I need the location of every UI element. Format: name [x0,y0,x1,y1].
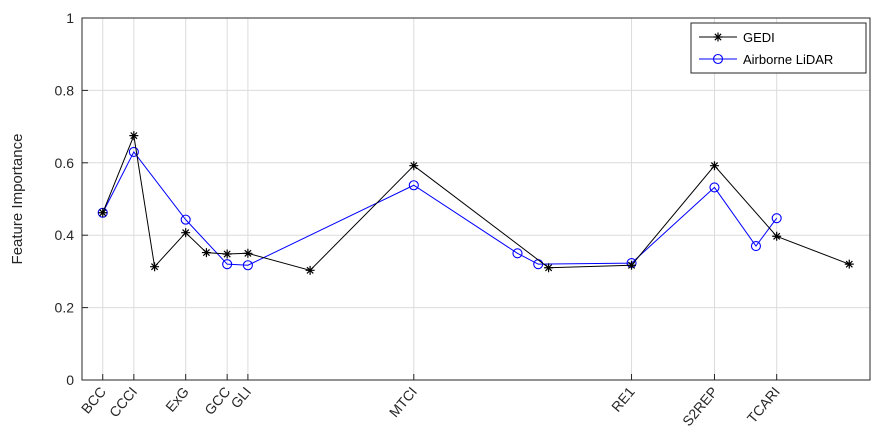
series-line-airborne-lidar [102,151,778,266]
data-point-gedi [627,260,637,270]
y-tick-label: 1 [66,10,74,26]
data-point-airborne-lidar [709,182,720,193]
data-point-airborne-lidar [128,146,139,157]
data-point-gedi [305,265,315,275]
legend-marker [712,53,724,65]
y-tick-label: 0.8 [55,82,75,98]
y-tick-label: 0.4 [55,227,75,243]
y-axis-label: Feature Importance [9,134,26,265]
y-axis: 0 0.2 0.4 0.6 0.8 1 [55,10,88,388]
legend-entry-airborne-lidar: Airborne LiDAR [699,52,833,67]
data-point-airborne-lidar [512,248,523,259]
axes-box [81,17,871,381]
x-tick-label: CCCI [106,384,140,421]
data-point-airborne-lidar [222,259,233,270]
legend-box [690,22,867,74]
legend-entry-gedi: GEDI [699,30,775,45]
data-point-airborne-lidar [771,213,782,224]
data-point-gedi [844,259,854,269]
data-point-gedi [129,131,139,141]
data-point-gedi [98,208,108,218]
series-layer [97,131,854,275]
x-tick-label: MTCI [386,384,420,420]
x-tick-label: RE1 [608,383,638,414]
x-tick-label: ExG [162,384,192,415]
data-point-airborne-lidar [242,260,253,271]
data-point-gedi [222,249,232,259]
data-point-gedi [709,161,719,171]
data-point-airborne-lidar [750,241,761,252]
data-point-gedi [243,248,253,258]
data-point-airborne-lidar [408,180,419,191]
y-tick-label: 0 [66,372,74,388]
data-point-gedi [150,262,160,272]
data-point-gedi [181,228,191,238]
data-point-gedi [409,161,419,171]
legend-label: Airborne LiDAR [743,52,833,67]
x-tick-label: S2REP [679,384,721,429]
x-tick-label: TCARI [744,384,783,426]
data-point-gedi [201,248,211,258]
legend: GEDI Airborne LiDAR [690,22,867,74]
x-tick-label: GLI [227,384,254,412]
series-gedi [98,131,854,275]
y-tick-label: 0.6 [55,155,75,171]
x-tick-label: BCC [78,384,109,417]
data-point-gedi [772,231,782,241]
series-airborne-lidar [97,146,782,271]
series-line-gedi [102,133,850,271]
legend-marker [713,32,723,42]
y-tick-label: 0.2 [55,300,75,316]
data-point-airborne-lidar [180,214,191,225]
legend-label: GEDI [743,30,775,45]
data-point-gedi [544,263,554,273]
